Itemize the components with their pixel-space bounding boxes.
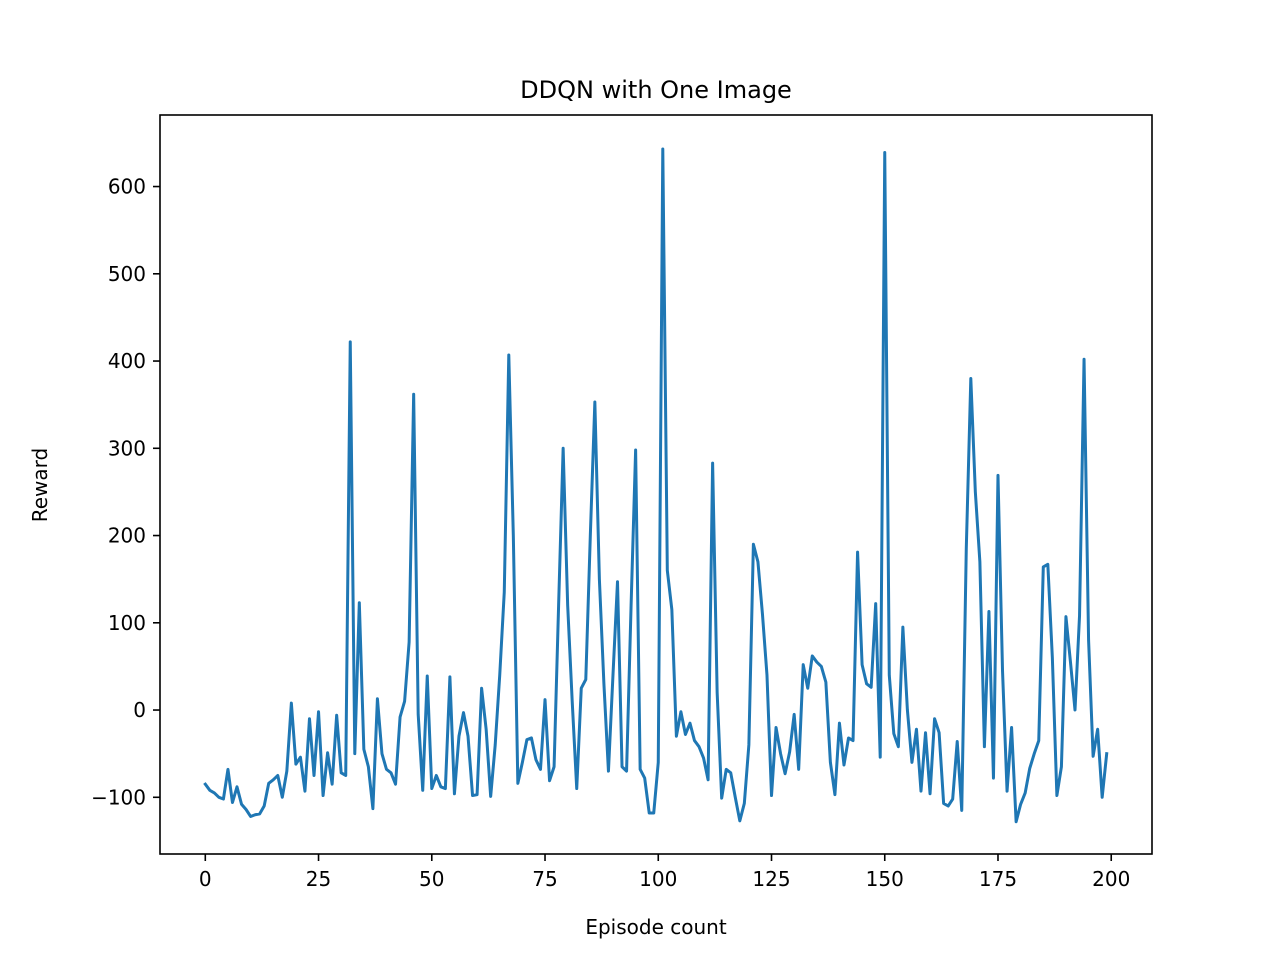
x-axis-label: Episode count <box>585 915 726 939</box>
x-tick-label: 125 <box>752 867 790 891</box>
y-tick-label: 600 <box>108 175 146 199</box>
y-tick-label: 400 <box>108 349 146 373</box>
y-tick-label: 0 <box>133 698 146 722</box>
y-tick-label: 500 <box>108 262 146 286</box>
plot-marks <box>203 147 1109 824</box>
x-tick-label: 25 <box>306 867 331 891</box>
x-axis-ticks: 0 25 50 75 100 125 150 175 200 <box>199 854 1130 891</box>
x-tick-label: 200 <box>1092 867 1130 891</box>
x-tick-label: 50 <box>419 867 444 891</box>
chart-title: DDQN with One Image <box>520 76 792 104</box>
plot-frame <box>159 114 1153 855</box>
x-tick-label: 75 <box>532 867 557 891</box>
x-tick-label: 175 <box>979 867 1017 891</box>
x-tick-label: 100 <box>639 867 677 891</box>
y-tick-label: 100 <box>108 611 146 635</box>
y-axis-label: Reward <box>28 448 52 522</box>
reward-series-line <box>203 147 1109 824</box>
y-tick-label: 300 <box>108 436 146 460</box>
x-tick-label: 150 <box>866 867 904 891</box>
y-axis-ticks: −100 0 100 200 300 400 500 600 <box>91 175 160 809</box>
y-tick-label: 200 <box>108 524 146 548</box>
x-tick-label: 0 <box>199 867 212 891</box>
y-tick-label: −100 <box>91 785 146 809</box>
